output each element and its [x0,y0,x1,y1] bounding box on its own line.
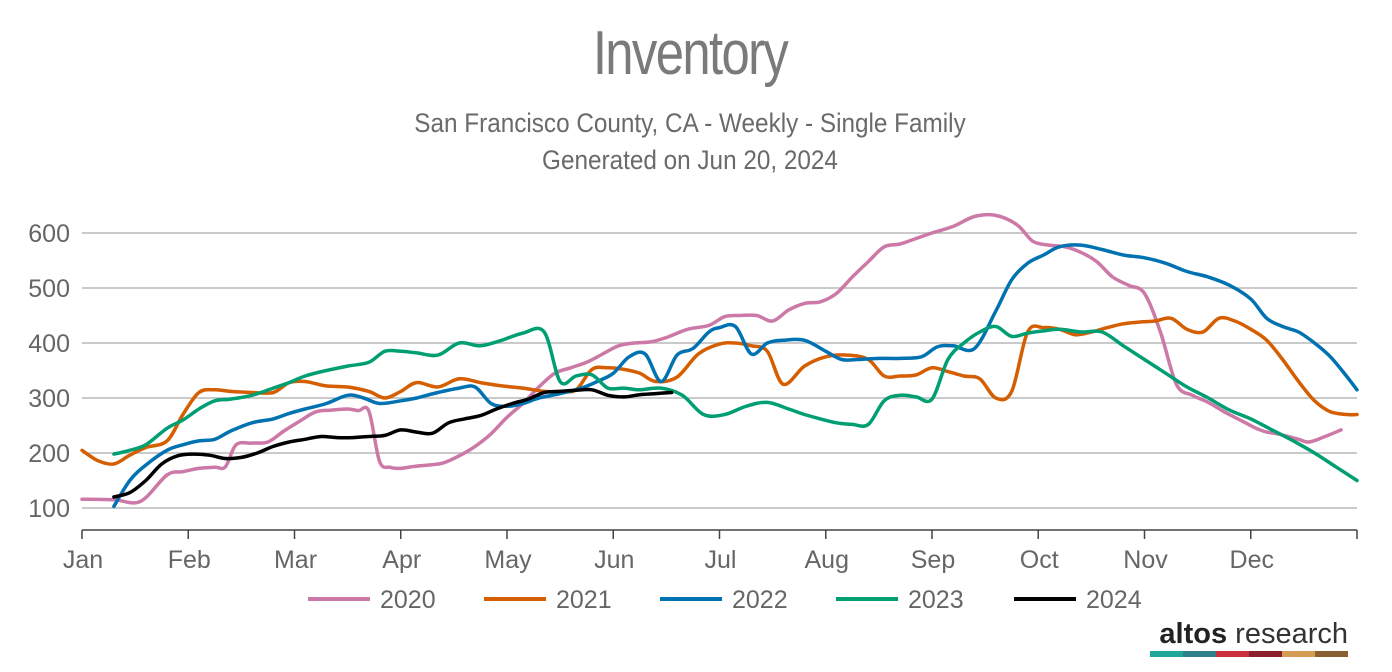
brand-bar-segment [1183,651,1216,657]
chart-subtitle-location: San Francisco County, CA - Weekly - Sing… [414,108,966,138]
brand-bar-segment [1216,651,1249,657]
brand-bar-segment [1249,651,1282,657]
x-tick-label-apr: Apr [382,546,421,574]
brand-bold-text: altos [1159,618,1228,650]
series-line-2020 [80,212,1343,505]
y-tick-label-300: 300 [28,385,70,413]
series-line-2023 [112,324,1359,483]
x-tick-label-dec: Dec [1230,546,1274,574]
chart-title: Inventory [592,19,789,88]
y-tick-label-200: 200 [28,440,70,468]
brand-bar-segment [1282,651,1315,657]
x-tick-label-aug: Aug [805,546,849,574]
x-tick-label-sep: Sep [911,546,955,574]
series-line-2021 [80,315,1359,466]
chart-subtitle-generated-date: Generated on Jun 20, 2024 [542,145,838,175]
legend-label-2023: 2023 [908,586,964,614]
x-tick-label-jul: Jul [705,546,737,574]
brand-bar-segment [1150,651,1183,657]
x-tick-label-nov: Nov [1123,546,1168,574]
legend-label-2022: 2022 [732,586,788,614]
legend-label-2020: 2020 [380,586,436,614]
y-tick-label-100: 100 [28,495,70,523]
x-tick-label-feb: Feb [168,546,211,574]
legend-label-2024: 2024 [1086,586,1142,614]
x-tick-label-jan: Jan [63,546,103,574]
y-tick-label-500: 500 [28,275,70,303]
altos-research-logo: altos research [1159,618,1348,651]
x-tick-label-may: May [484,546,532,574]
legend-label-2021: 2021 [556,586,612,614]
series-line-2022 [112,243,1359,509]
y-tick-label-600: 600 [28,220,70,248]
y-tick-label-400: 400 [28,330,70,358]
x-tick-label-mar: Mar [274,546,317,574]
series-line-2024 [112,387,674,499]
x-tick-label-oct: Oct [1020,546,1059,574]
brand-rest-text: research [1227,618,1348,650]
x-tick-label-jun: Jun [594,546,634,574]
brand-bar-segment [1315,651,1348,657]
